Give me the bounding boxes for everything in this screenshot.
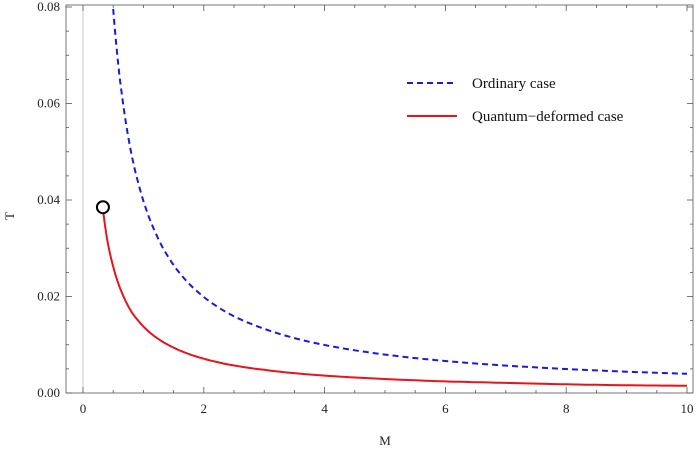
annotations [95,200,110,215]
x-tick-label: 0 [80,401,87,416]
axis-ticks [66,5,693,394]
y-tick-label: 0.08 [37,0,60,14]
plot-border [65,4,694,394]
series-line-quantum [101,208,688,387]
tick-labels: 0 2 4 6 8 10 0.00 0.02 0.04 0.06 0.08 [37,0,693,416]
x-axis-title: M [379,433,391,448]
legend: Ordinary case Quantum−deformed case [407,76,624,125]
x-tick-label: 2 [201,401,208,416]
x-tick-label: 4 [321,401,328,416]
y-tick-label: 0.00 [37,385,60,400]
endpoint-circle-marker [95,200,110,215]
plot-frame [65,4,694,394]
y-tick-label: 0.04 [37,192,60,207]
series-lines [101,8,688,387]
y-tick-label: 0.06 [37,96,60,111]
series-line-ordinary [112,8,688,375]
x-tick-label: 10 [681,401,694,416]
x-tick-label: 6 [442,401,449,416]
legend-label-ordinary: Ordinary case [472,76,556,92]
legend-label-quantum: Quantum−deformed case [472,109,624,125]
x-tick-label: 8 [563,401,570,416]
y-tick-label: 0.02 [37,289,60,304]
y-axis-title: T [2,212,17,220]
